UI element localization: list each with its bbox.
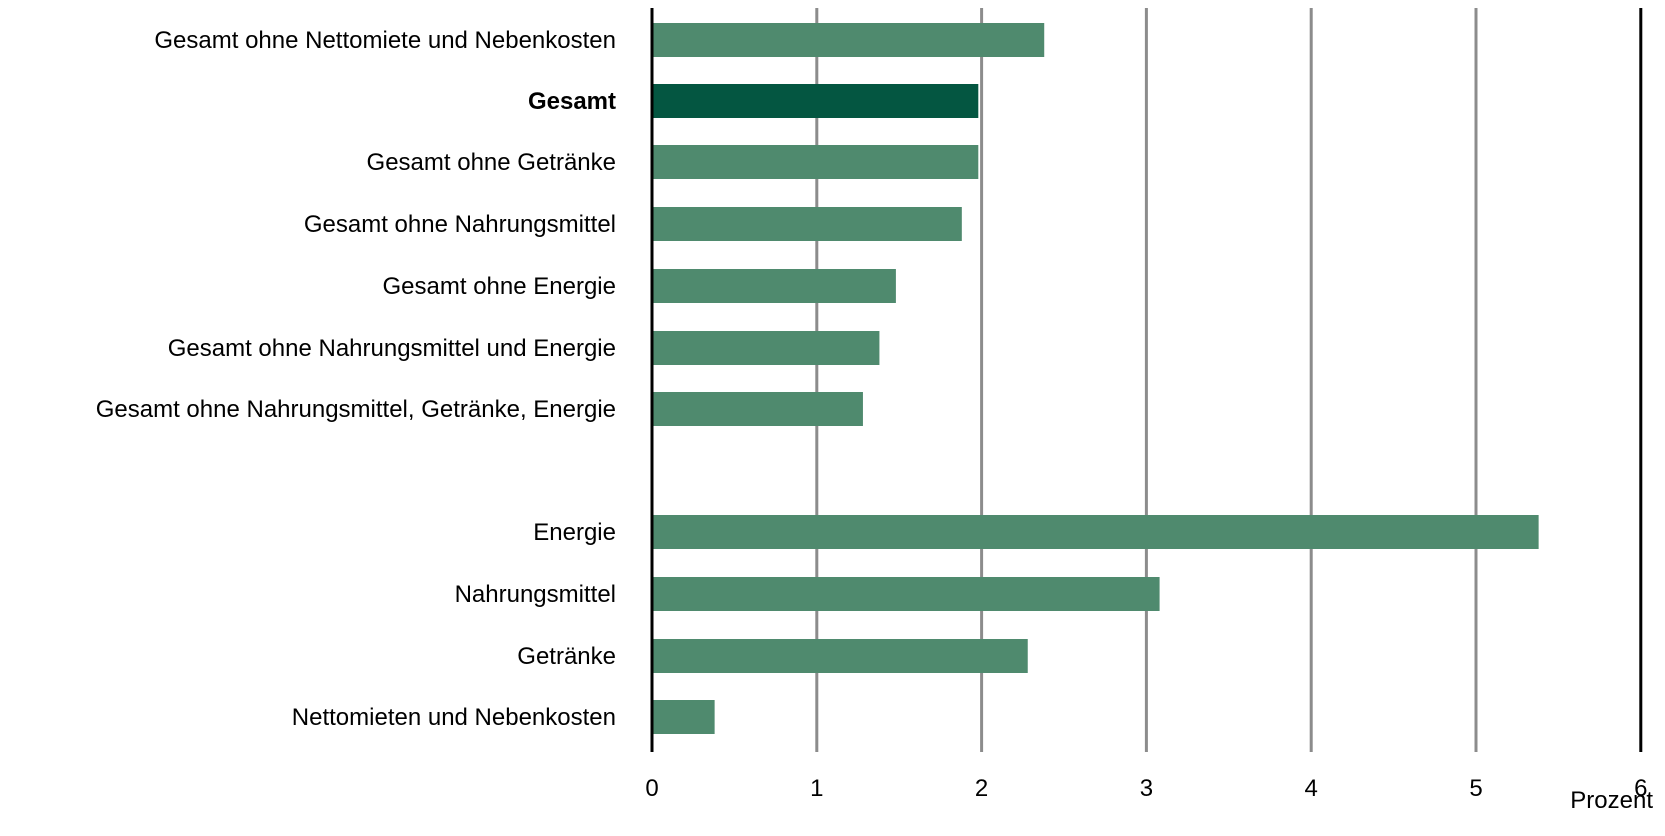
x-tick-label-3: 3 (1140, 775, 1153, 802)
x-tick-label-4: 4 (1305, 775, 1318, 802)
axes (650, 8, 1643, 752)
x-tick-labels: 0 1 2 3 4 5 6 (645, 775, 1647, 802)
x-tick-label-5: 5 (1469, 775, 1482, 802)
gridlines (815, 8, 1478, 752)
bar-2 (652, 145, 979, 179)
category-label-6: Gesamt ohne Nahrungsmittel, Getränke, En… (96, 396, 616, 423)
bar-5 (652, 331, 880, 365)
bar-6 (652, 392, 863, 426)
category-labels: Gesamt ohne Nettomiete und Nebenkosten Ge… (96, 27, 616, 731)
bar-3 (652, 207, 962, 241)
category-label-1: Gesamt (528, 88, 616, 115)
bar-0 (652, 23, 1045, 57)
bar-10 (652, 700, 715, 734)
category-label-10: Nettomieten und Nebenkosten (292, 704, 616, 731)
bar-8 (652, 577, 1160, 611)
bar-7 (652, 515, 1539, 549)
x-tick-label-2: 2 (975, 775, 988, 802)
bar-1 (652, 84, 979, 118)
category-label-2: Gesamt ohne Getränke (367, 149, 616, 176)
x-tick-label-1: 1 (810, 775, 823, 802)
x-tick-label-6: 6 (1634, 775, 1647, 802)
category-label-5: Gesamt ohne Nahrungsmittel und Energie (168, 335, 616, 362)
x-tick-label-0: 0 (645, 775, 658, 802)
x-axis-title: Prozent (1570, 787, 1653, 814)
category-label-3: Gesamt ohne Nahrungsmittel (304, 211, 616, 238)
category-label-7: Energie (533, 519, 616, 546)
category-label-9: Getränke (517, 643, 616, 670)
bar-4 (652, 269, 896, 303)
category-label-0: Gesamt ohne Nettomiete und Nebenkosten (154, 27, 616, 54)
bar-9 (652, 639, 1028, 673)
bars (652, 23, 1539, 734)
category-label-4: Gesamt ohne Energie (383, 273, 616, 300)
category-label-8: Nahrungsmittel (455, 581, 616, 608)
